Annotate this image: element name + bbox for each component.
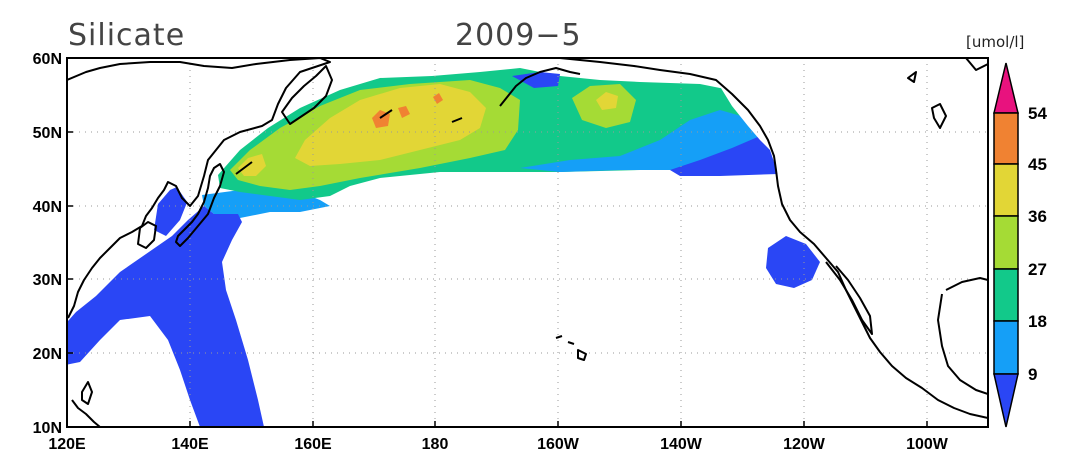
date-title: 2009−5 (455, 18, 582, 53)
colorbar-label: 54 (1028, 104, 1047, 123)
field-lt9-northwest-us (670, 136, 780, 176)
y-axis-labels: 60N 50N 40N 30N 20N 10N (33, 51, 62, 437)
y-tick-label: 10N (33, 420, 62, 437)
x-tick-label: 120W (783, 436, 826, 453)
x-axis-labels: 120E 140E 160E 180 160W 140W 120W 100W (48, 436, 948, 453)
x-tick-label: 160W (537, 436, 580, 453)
field-9-18-east (520, 110, 760, 172)
x-tick-label: 120E (48, 436, 86, 453)
coast-hawaii (555, 335, 587, 361)
y-tick-label: 20N (33, 346, 62, 363)
y-tick-label: 30N (33, 272, 62, 289)
land-masks (67, 58, 988, 426)
plot-frame (66, 57, 989, 428)
silicate-fields (67, 68, 820, 427)
x-tick-label: 180 (422, 436, 449, 453)
colorbar: 54 45 36 27 18 9 (993, 62, 1047, 428)
coast-philippines (71, 399, 101, 427)
field-45-54-b (398, 106, 410, 118)
colorbar-segment (993, 320, 1019, 375)
field-45-54-c (433, 93, 443, 104)
land-asia (67, 58, 318, 321)
land-americas (704, 58, 988, 426)
coast-aleutians (235, 67, 581, 175)
coast-islands-canada (907, 58, 988, 129)
x-tick-label: 100W (906, 436, 949, 453)
field-lt9-california (766, 236, 820, 288)
colorbar-label: 27 (1028, 260, 1047, 279)
y-tick-label: 50N (33, 125, 62, 142)
colorbar-segment (993, 268, 1019, 322)
colorbar-arrow-min (993, 373, 1019, 428)
coast-asia (67, 58, 331, 319)
variable-title: Silicate (68, 18, 185, 53)
colorbar-segment (993, 163, 1019, 217)
coast-baja (825, 261, 873, 335)
coast-mexico-east (937, 277, 988, 395)
x-tick-label: 140W (660, 436, 703, 453)
field-36-45-alaska (596, 92, 618, 110)
colorbar-unit: [umol/l] (966, 33, 1024, 51)
coast-kamchatka (281, 65, 333, 125)
x-tick-label: 140E (171, 436, 209, 453)
map-plot-area (67, 58, 988, 427)
colorbar-segment (993, 112, 1019, 165)
coast-north-america (559, 58, 988, 419)
coastlines (67, 58, 988, 427)
coast-korea (137, 221, 157, 249)
field-lt9-kuroshio (67, 206, 264, 427)
x-tick-label: 160E (294, 436, 332, 453)
coast-taiwan (81, 381, 93, 405)
colorbar-label: 45 (1028, 155, 1047, 174)
colorbar-arrow-max (993, 62, 1019, 114)
field-lt9-japan-sea (154, 184, 188, 236)
colorbar-label: 36 (1028, 207, 1047, 226)
y-axis-ticks (67, 57, 73, 428)
field-lt9-aleutian (512, 72, 560, 88)
coast-japan (175, 163, 225, 247)
colorbar-segment (993, 215, 1019, 270)
y-tick-label: 60N (33, 51, 62, 68)
colorbar-label: 18 (1028, 312, 1047, 331)
y-tick-label: 40N (33, 199, 62, 216)
colorbar-label: 9 (1028, 365, 1037, 384)
field-36-45-west (238, 154, 266, 176)
x-axis-ticks (66, 421, 928, 427)
field-36-45-core (295, 84, 486, 166)
